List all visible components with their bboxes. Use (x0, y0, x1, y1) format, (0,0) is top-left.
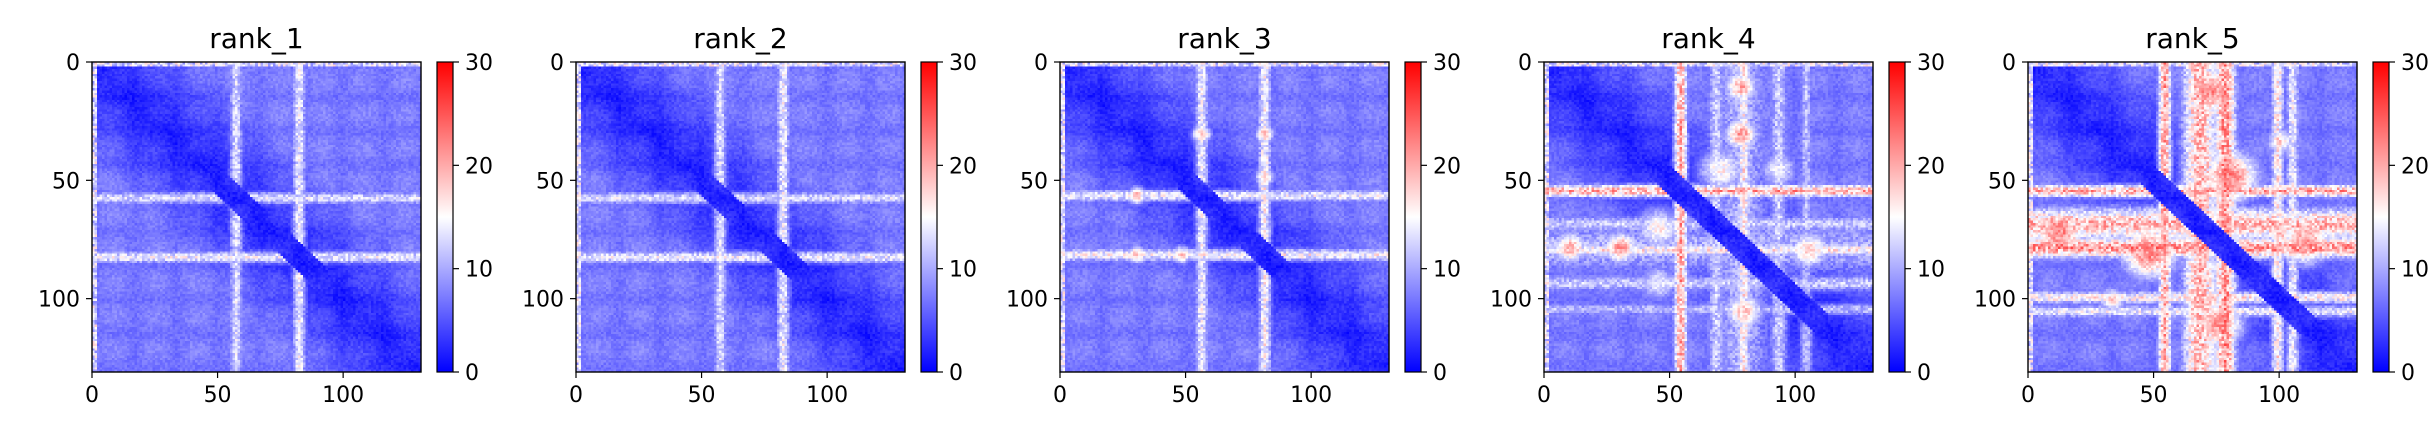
x-tick-label: 50 (2140, 383, 2168, 408)
panel-2: rank_2 0 50 100 0 50 100 0 10 20 30 (522, 22, 977, 408)
y-tick-label: 100 (38, 288, 80, 313)
x-tick-label: 50 (1656, 383, 1684, 408)
x-tick-label: 0 (569, 383, 583, 408)
y-tick-label: 0 (1034, 51, 1048, 76)
x-tick-label: 100 (1290, 383, 1332, 408)
panel-title: rank_2 (693, 22, 787, 55)
panel-4: rank_4 0 50 100 0 50 100 0 10 20 30 (1490, 22, 1945, 408)
colorbar (1404, 61, 1422, 373)
colorbar-tick-label: 10 (1433, 258, 1461, 283)
y-tick-label: 0 (66, 51, 80, 76)
colorbar-tick-label: 20 (1917, 154, 1945, 179)
colorbar-tick-label: 30 (465, 51, 493, 76)
x-tick-label: 0 (1537, 383, 1551, 408)
panel-title: rank_1 (209, 22, 303, 55)
colorbar-tick-label: 30 (949, 51, 977, 76)
y-tick-label: 0 (1518, 51, 1532, 76)
y-tick-label: 100 (1974, 288, 2016, 313)
y-tick-label: 0 (2002, 51, 2016, 76)
x-tick-label: 0 (85, 383, 99, 408)
heatmap-image (1544, 62, 1873, 372)
y-tick-label: 50 (536, 169, 564, 194)
colorbar-tick-label: 10 (465, 258, 493, 283)
axes-frame (1543, 61, 1874, 373)
y-tick-label: 100 (1006, 288, 1048, 313)
y-tick-label: 50 (1504, 169, 1532, 194)
panel-1: rank_1 0 50 100 0 50 100 0 10 20 30 (38, 22, 493, 408)
colorbar-tick-label: 30 (2401, 51, 2429, 76)
panel-3: rank_3 0 50 100 0 50 100 0 10 20 30 (1006, 22, 1461, 408)
axes-frame (1059, 61, 1390, 373)
heatmap-image (576, 62, 905, 372)
colorbar-tick-label: 0 (949, 361, 963, 386)
axes-frame (91, 61, 422, 373)
colorbar (436, 61, 454, 373)
colorbar-tick-label: 20 (465, 154, 493, 179)
axes-frame (2027, 61, 2358, 373)
x-tick-label: 0 (2021, 383, 2035, 408)
y-tick-label: 50 (1020, 169, 1048, 194)
panel-5: rank_5 0 50 100 0 50 100 0 10 20 30 (1974, 22, 2429, 408)
heatmap-image (92, 62, 421, 372)
axes-frame (575, 61, 906, 373)
colorbar-tick-label: 0 (2401, 361, 2415, 386)
y-tick-label: 100 (1490, 288, 1532, 313)
colorbar-tick-label: 30 (1433, 51, 1461, 76)
heatmap-image (1060, 62, 1389, 372)
x-tick-label: 100 (806, 383, 848, 408)
colorbar-tick-label: 20 (949, 154, 977, 179)
x-tick-label: 50 (1172, 383, 1200, 408)
panel-title: rank_5 (2145, 22, 2239, 55)
colorbar-tick-label: 0 (465, 361, 479, 386)
x-tick-label: 100 (322, 383, 364, 408)
colorbar-tick-label: 10 (1917, 258, 1945, 283)
y-tick-label: 50 (1988, 169, 2016, 194)
y-tick-label: 0 (550, 51, 564, 76)
colorbar-tick-label: 10 (2401, 258, 2429, 283)
colorbar (2372, 61, 2390, 373)
colorbar-tick-label: 10 (949, 258, 977, 283)
x-tick-label: 50 (204, 383, 232, 408)
x-tick-label: 100 (1774, 383, 1816, 408)
x-tick-label: 100 (2258, 383, 2300, 408)
colorbar-tick-label: 30 (1917, 51, 1945, 76)
colorbar-tick-label: 0 (1433, 361, 1447, 386)
y-tick-label: 100 (522, 288, 564, 313)
heatmap-image (2028, 62, 2357, 372)
colorbar (920, 61, 938, 373)
colorbar-tick-label: 20 (1433, 154, 1461, 179)
x-tick-label: 0 (1053, 383, 1067, 408)
colorbar-tick-label: 0 (1917, 361, 1931, 386)
panel-title: rank_3 (1177, 22, 1271, 55)
colorbar-tick-label: 20 (2401, 154, 2429, 179)
y-tick-label: 50 (52, 169, 80, 194)
panel-title: rank_4 (1661, 22, 1755, 55)
x-tick-label: 50 (688, 383, 716, 408)
colorbar (1888, 61, 1906, 373)
